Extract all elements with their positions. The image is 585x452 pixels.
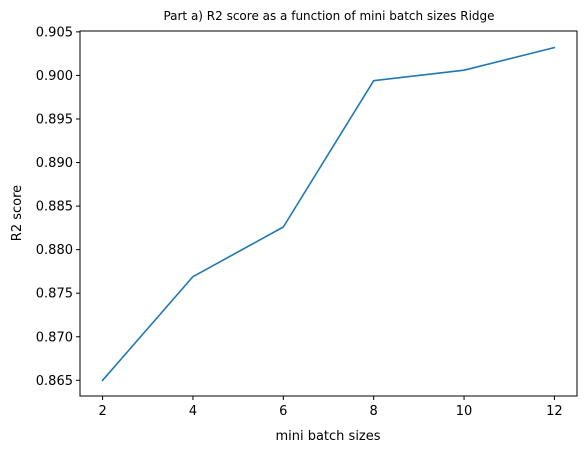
- y-tick-label: 0.875: [36, 287, 73, 302]
- x-tick-label: 8: [370, 404, 378, 419]
- y-axis-label: R2 score: [10, 185, 25, 241]
- y-tick-label: 0.865: [36, 374, 73, 389]
- chart-title: Part a) R2 score as a function of mini b…: [163, 9, 494, 23]
- x-tick-label: 12: [546, 404, 563, 419]
- plot-frame: [79, 30, 578, 397]
- y-tick-label: 0.900: [36, 69, 73, 84]
- x-tick-label: 6: [279, 404, 287, 419]
- y-axis: 0.865 0.870 0.875 0.880 0.885 0.890 0.895 0.900…: [36, 25, 80, 389]
- y-tick-label: 0.895: [36, 112, 73, 127]
- series-line: [101, 46, 556, 382]
- y-tick-label: 0.885: [36, 200, 73, 215]
- y-tick-label: 0.890: [36, 156, 73, 171]
- y-tick-label: 0.880: [36, 243, 73, 258]
- x-tick-label: 10: [456, 404, 473, 419]
- y-tick-label: 0.905: [36, 25, 73, 40]
- plot-area: [79, 30, 578, 397]
- x-tick-label: 4: [189, 404, 197, 419]
- x-tick-label: 2: [98, 404, 106, 419]
- y-tick-label: 0.870: [36, 330, 73, 345]
- x-axis-label: mini batch sizes: [275, 429, 380, 444]
- series-layer: [101, 46, 556, 382]
- x-axis: 2 4 6 8 10 12: [98, 396, 563, 419]
